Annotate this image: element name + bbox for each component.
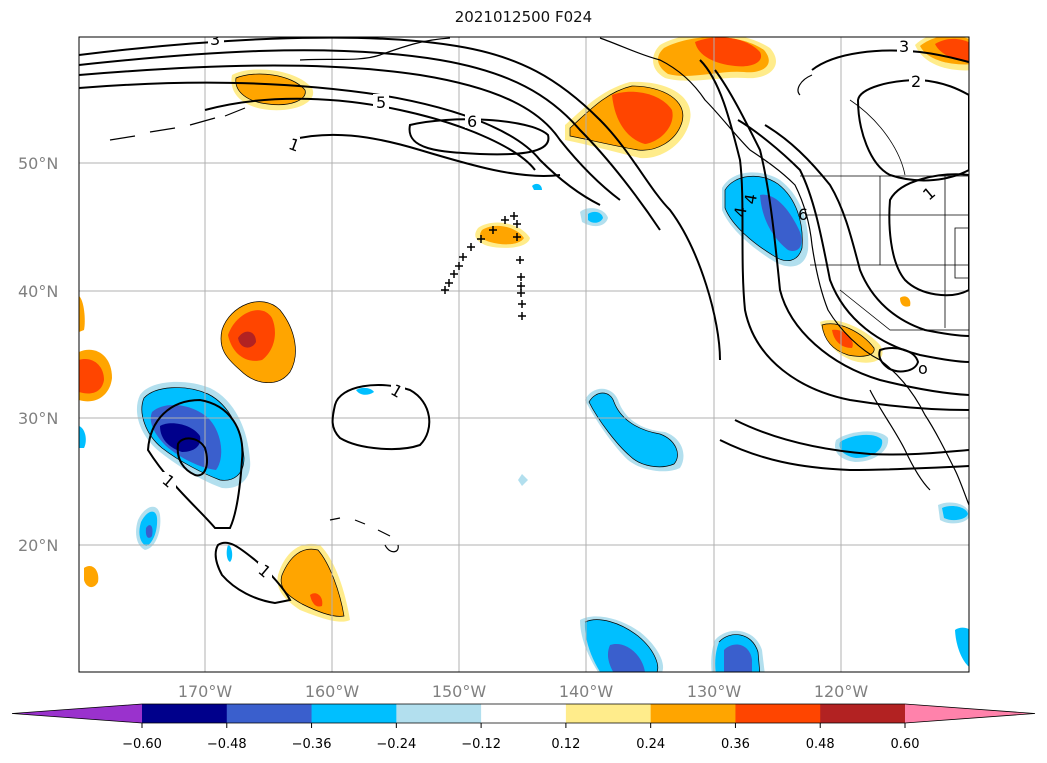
colorbar-segment: [735, 704, 821, 723]
contour-labels: 3 5 6 1 1 1 1 1 2 3 4 4 6 o: [159, 30, 939, 582]
lon-label-170w: 170°W: [178, 682, 233, 701]
colorbar-tick-8: 0.36: [721, 737, 750, 752]
latitude-labels: 50°N 40°N 30°N 20°N: [18, 154, 58, 555]
contour-label-3-coast: 4: [730, 205, 750, 218]
colorbar-tick-9: 0.48: [806, 737, 835, 752]
colorbar-segment: [396, 704, 482, 723]
lat-label-40n: 40°N: [18, 282, 58, 301]
map-title: 2021012500 F024: [454, 8, 593, 26]
colorbar-extend-low: [12, 704, 142, 723]
colorbar-segment: [565, 704, 652, 723]
colorbar-segment: [820, 704, 906, 723]
colorbar-tick-5: −0.12: [461, 737, 501, 752]
contour-label-4: 4: [740, 192, 760, 205]
colorbar-tick-1: −0.60: [122, 737, 162, 752]
colorbar-tick-2: −0.48: [207, 737, 247, 752]
contour-label-6-coast: 6: [798, 205, 808, 224]
contour-label-6: 6: [467, 112, 477, 131]
colorbar-extend-high: [905, 704, 1035, 723]
contour-label-5: 5: [376, 93, 386, 112]
contour-label-3-right: 3: [899, 37, 909, 56]
colorbar-tick-3: −0.36: [292, 737, 332, 752]
colorbar-tick-4: −0.24: [376, 737, 416, 752]
colorbar-ticks: −0.60 −0.48 −0.36 −0.24 −0.12 0.12 0.24 …: [122, 737, 919, 752]
plus-markers: [441, 212, 526, 320]
colorbar-tick-10: 0.60: [891, 737, 920, 752]
colorbar-segment: [311, 704, 397, 723]
map-background: [79, 37, 969, 672]
contour-label-o: o: [918, 359, 928, 378]
anomaly-outlines: [141, 73, 875, 672]
longitude-labels: 170°W 160°W 150°W 140°W 130°W 120°W: [178, 682, 869, 701]
colorbar-tick-6: 0.12: [551, 737, 580, 752]
colorbar-tick-7: 0.24: [636, 737, 665, 752]
contour-label-3-top: 3: [210, 30, 220, 49]
lat-label-30n: 30°N: [18, 409, 58, 428]
height-contours: [79, 37, 969, 605]
colorbar-segment: [226, 704, 313, 723]
lon-label-160w: 160°W: [305, 682, 360, 701]
lat-label-50n: 50°N: [18, 154, 58, 173]
colorbar: [11, 703, 1036, 728]
lon-label-130w: 130°W: [687, 682, 742, 701]
political-borders: [800, 99, 969, 331]
map-frame: [78, 36, 970, 673]
colorbar-segment: [481, 704, 567, 723]
lon-label-150w: 150°W: [432, 682, 487, 701]
graticule: [79, 37, 969, 672]
lat-label-20n: 20°N: [18, 536, 58, 555]
contour-label-2: 2: [911, 72, 921, 91]
lon-label-140w: 140°W: [559, 682, 614, 701]
colorbar-segment: [650, 704, 736, 723]
colorbar-segment: [142, 704, 228, 723]
lon-label-120w: 120°W: [814, 682, 869, 701]
